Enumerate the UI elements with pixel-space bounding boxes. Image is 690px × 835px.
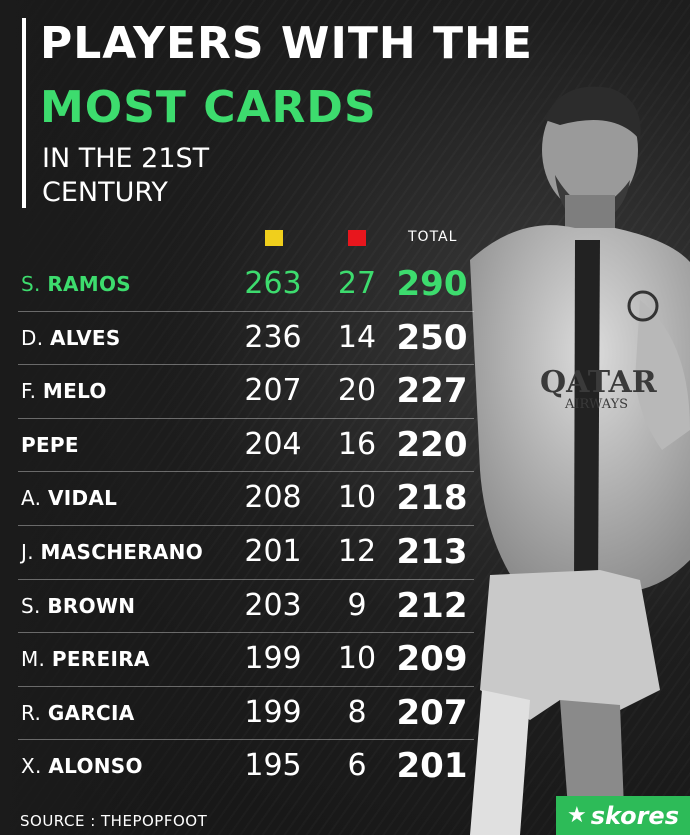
player-initial: J.	[21, 539, 34, 564]
table-row: D. ALVES 236 14 250	[18, 312, 474, 366]
red-count: 8	[347, 694, 367, 730]
total-count: 201	[396, 746, 468, 787]
total-count: 220	[396, 424, 468, 465]
player-initial: F.	[21, 379, 37, 404]
player-initial: X.	[21, 754, 42, 779]
player-name: A. VIDAL	[21, 472, 117, 524]
yellow-count: 204	[244, 426, 302, 462]
player-initial: R.	[21, 700, 42, 725]
player-name: J. MASCHERANO	[21, 526, 203, 578]
source-credit: SOURCE : THEPOPFOOT	[20, 812, 208, 830]
yellow-count: 199	[244, 694, 302, 730]
red-count: 14	[337, 319, 377, 355]
player-surname: MELO	[42, 379, 107, 404]
player-initial: S.	[21, 272, 41, 296]
yellow-count: 201	[244, 533, 302, 569]
player-name: X. ALONSO	[21, 740, 143, 792]
red-count: 12	[337, 533, 377, 569]
red-count: 20	[337, 373, 377, 409]
player-surname: PEPE	[21, 432, 79, 457]
player-name: S. RAMOS	[21, 258, 131, 310]
player-surname: GARCIA	[47, 700, 135, 725]
subtitle: IN THE 21ST CENTURY	[42, 143, 210, 208]
player-surname: RAMOS	[47, 272, 132, 296]
table-row: PEPE 204 16 220	[18, 419, 474, 473]
yellow-count: 208	[244, 480, 302, 516]
player-name: F. MELO	[21, 365, 107, 417]
player-initial: A.	[21, 486, 42, 511]
total-count: 218	[396, 478, 468, 519]
table-row: S. BROWN 203 9 212	[18, 580, 474, 634]
table-row: S. RAMOS 263 27 290	[18, 258, 474, 312]
table-row: R. GARCIA 199 8 207	[18, 687, 474, 741]
total-count: 250	[396, 317, 468, 358]
yellow-card-icon	[265, 230, 283, 246]
red-card-icon	[348, 230, 366, 246]
yellow-count: 207	[244, 373, 302, 409]
table-row: F. MELO 207 20 227	[18, 365, 474, 419]
cards-table: S. RAMOS 263 27 290 D. ALVES 236 14 250 …	[18, 258, 474, 793]
player-surname: VIDAL	[47, 486, 118, 511]
red-count: 10	[337, 641, 377, 677]
red-count: 16	[337, 426, 377, 462]
title-accent-bar	[22, 18, 26, 208]
red-count: 9	[347, 587, 367, 623]
yellow-count: 263	[244, 266, 302, 301]
total-count: 207	[396, 692, 468, 733]
title-line-1: PLAYERS WITH THE	[40, 18, 533, 69]
title-line-2: MOST CARDS	[40, 82, 377, 133]
yellow-count: 199	[244, 641, 302, 677]
player-initial: S.	[21, 593, 41, 618]
red-count: 27	[337, 266, 377, 301]
total-header: TOTAL	[408, 229, 458, 245]
total-count: 209	[396, 639, 468, 680]
red-count: 10	[337, 480, 377, 516]
yellow-count: 236	[244, 319, 302, 355]
player-surname: PEREIRA	[51, 647, 150, 672]
total-count: 212	[396, 585, 468, 626]
player-name: R. GARCIA	[21, 687, 135, 739]
total-count: 227	[396, 371, 468, 412]
star-icon: ★	[566, 803, 587, 828]
table-row: A. VIDAL 208 10 218	[18, 472, 474, 526]
red-count: 6	[347, 748, 367, 784]
yellow-count: 195	[244, 748, 302, 784]
table-row: M. PEREIRA 199 10 209	[18, 633, 474, 687]
player-name: PEPE	[21, 419, 79, 471]
player-surname: ALONSO	[48, 754, 143, 779]
brand-name: skores	[590, 801, 679, 830]
total-count: 290	[396, 264, 468, 304]
player-surname: ALVES	[50, 325, 121, 350]
player-name: S. BROWN	[21, 580, 135, 632]
player-surname: BROWN	[47, 593, 136, 618]
brand-logo: ★ skores	[556, 796, 690, 835]
table-row: J. MASCHERANO 201 12 213	[18, 526, 474, 580]
player-surname: MASCHERANO	[40, 539, 204, 564]
player-initial: D.	[21, 325, 44, 350]
yellow-count: 203	[244, 587, 302, 623]
player-initial: M.	[21, 647, 46, 672]
table-row: X. ALONSO 195 6 201	[18, 740, 474, 793]
total-count: 213	[396, 531, 468, 572]
player-name: D. ALVES	[21, 312, 121, 364]
player-name: M. PEREIRA	[21, 633, 150, 685]
